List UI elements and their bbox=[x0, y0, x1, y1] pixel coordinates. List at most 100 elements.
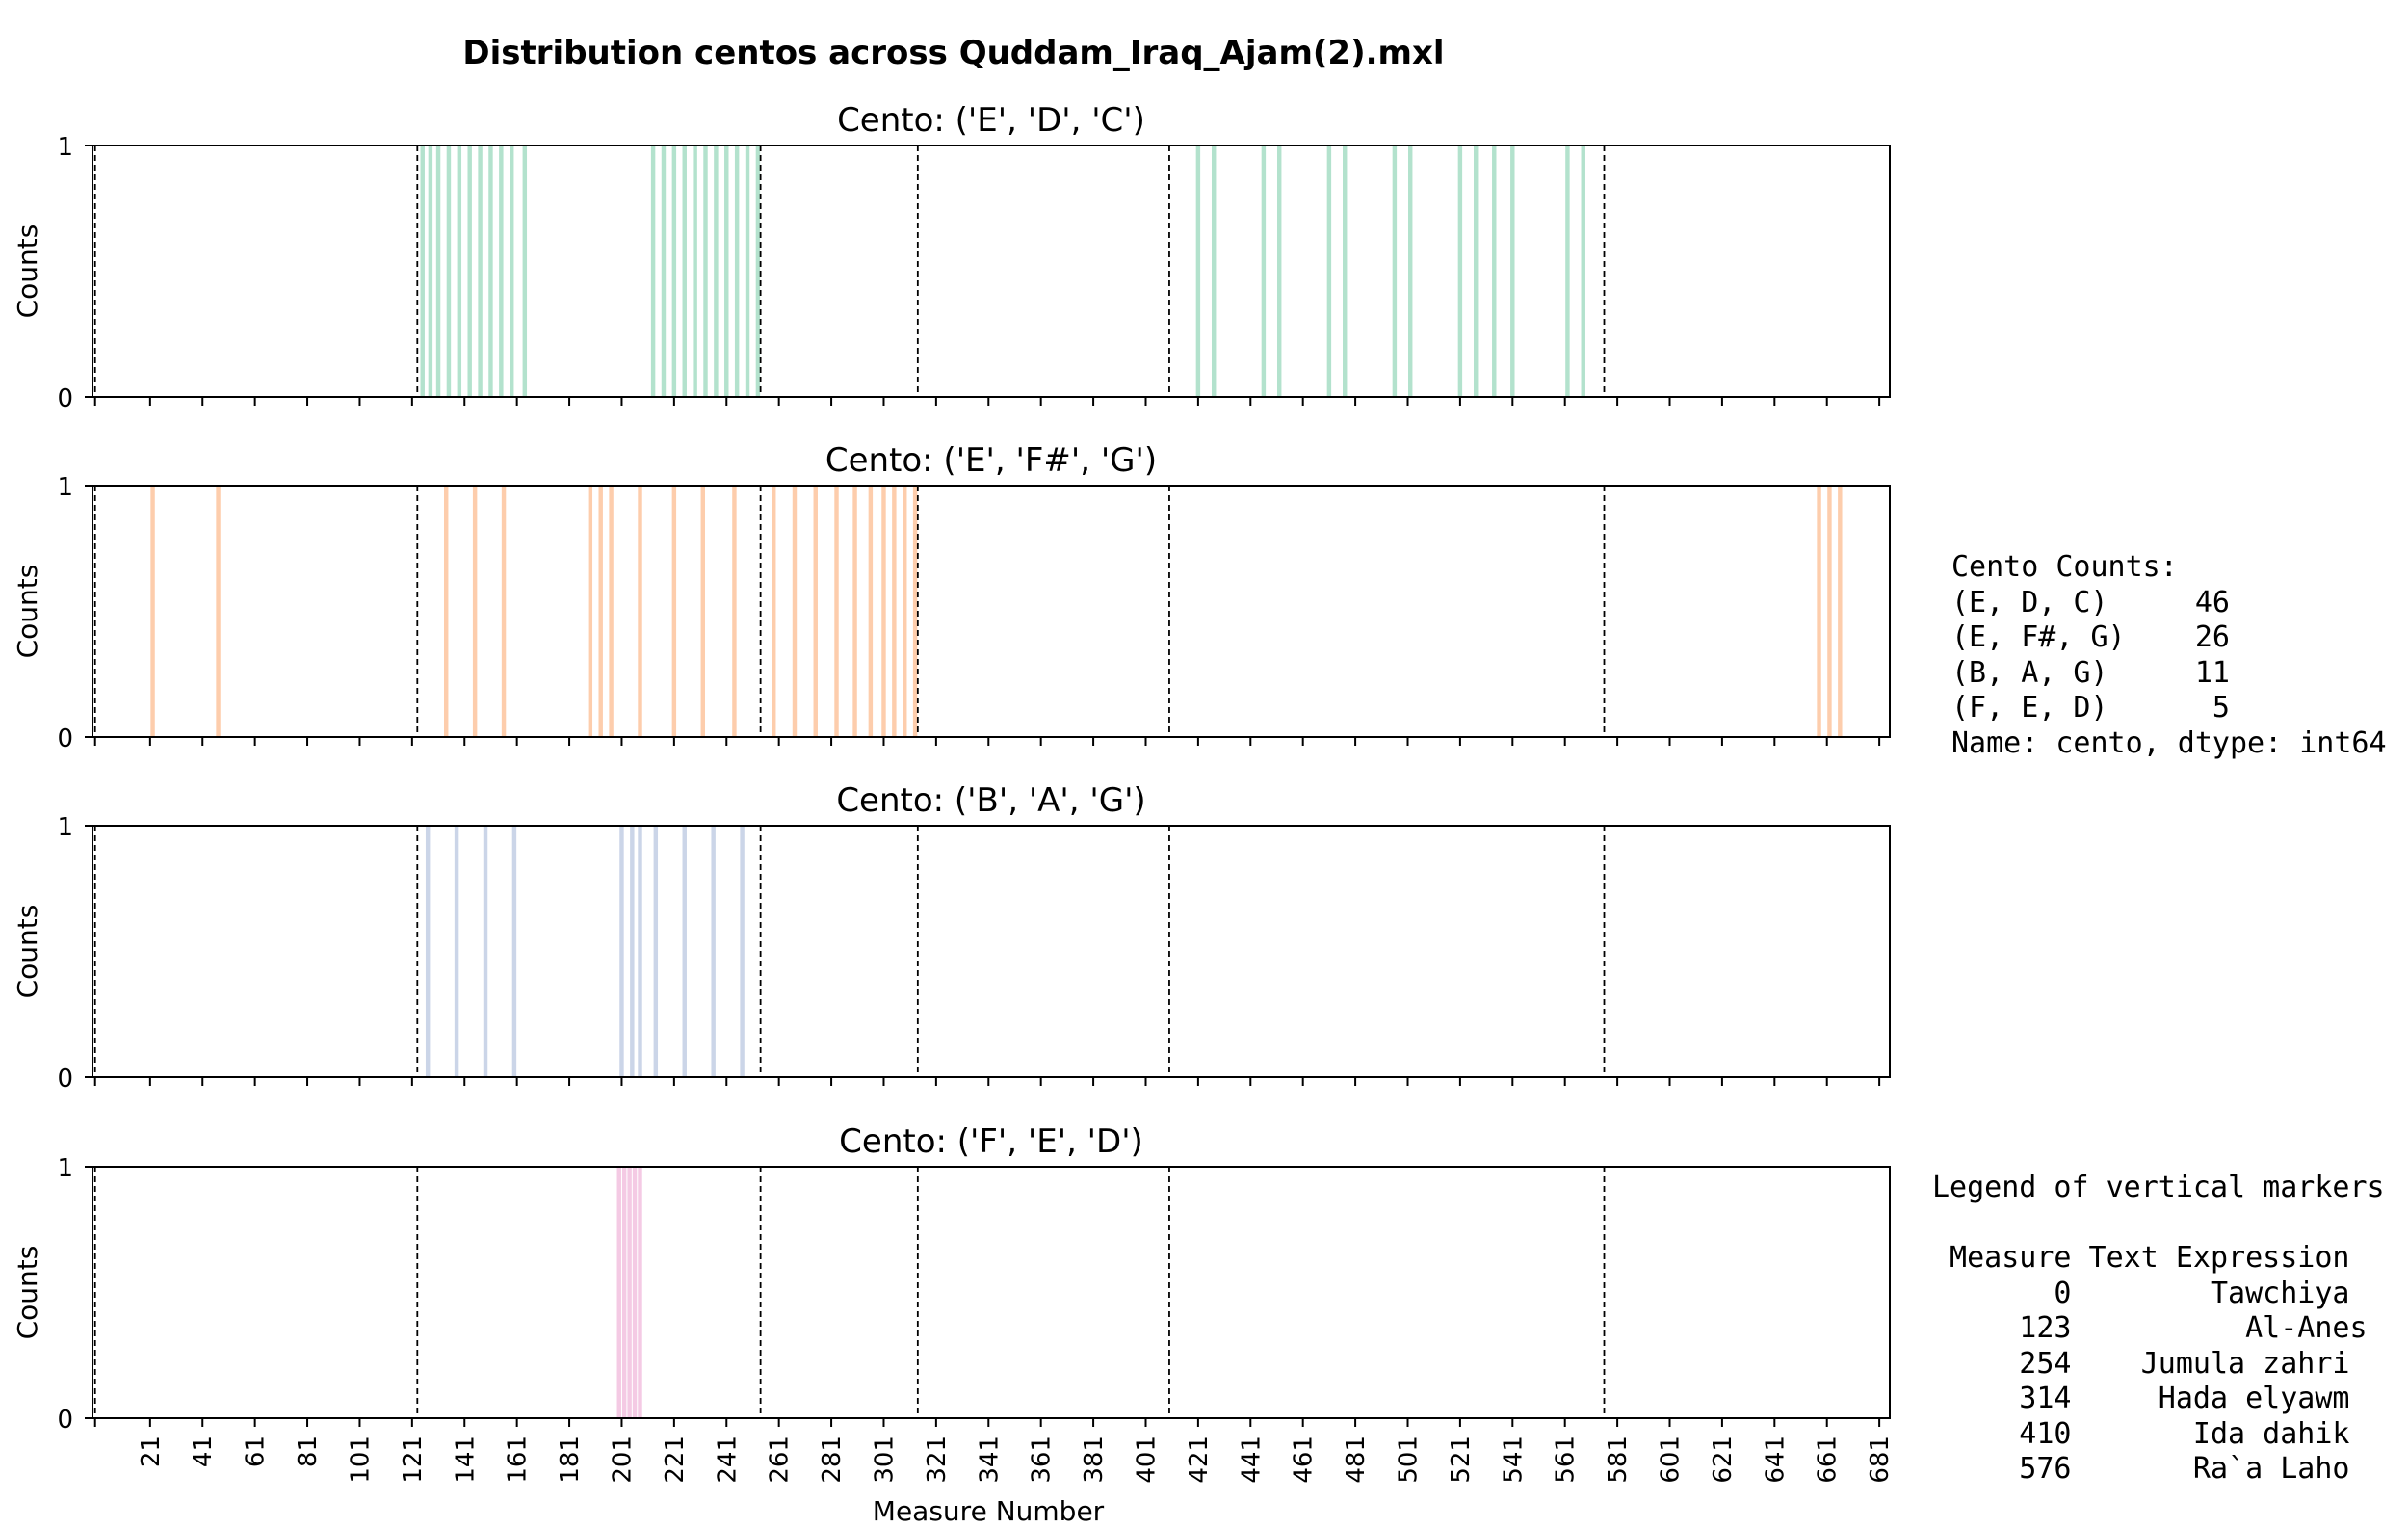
panel-frame bbox=[92, 485, 1891, 738]
bar bbox=[813, 486, 818, 737]
chart-title: Distribution centos across Quddam_Iraq_A… bbox=[462, 34, 1444, 72]
x-tick-label: 361 bbox=[1028, 1436, 1057, 1484]
x-tick-label: 501 bbox=[1394, 1436, 1423, 1484]
bar bbox=[638, 1167, 642, 1418]
bar bbox=[457, 145, 462, 397]
x-tick-label: 321 bbox=[923, 1436, 952, 1484]
bar bbox=[1827, 486, 1832, 737]
legend-line: Measure Text Expression bbox=[1932, 1241, 2350, 1275]
y-tick-label: 1 bbox=[57, 1154, 73, 1183]
y-axis-label: Counts bbox=[12, 224, 43, 319]
bar bbox=[711, 826, 716, 1077]
bar bbox=[903, 486, 907, 737]
x-tick-label: 301 bbox=[870, 1436, 899, 1484]
y-tick-label: 0 bbox=[57, 1065, 73, 1093]
bar bbox=[638, 486, 642, 737]
x-tick-label: 441 bbox=[1237, 1436, 1266, 1484]
x-tick-label: 381 bbox=[1080, 1436, 1109, 1484]
x-tick-label: 561 bbox=[1552, 1436, 1581, 1484]
bar bbox=[1474, 145, 1479, 397]
bar bbox=[1407, 145, 1413, 397]
legend-line: 576 Ra`a Laho bbox=[1932, 1452, 2350, 1486]
bar bbox=[1510, 145, 1515, 397]
legend-line bbox=[1932, 1206, 2385, 1242]
x-tick-label: 41 bbox=[189, 1436, 218, 1467]
x-tick-label: 481 bbox=[1342, 1436, 1371, 1484]
bar bbox=[1457, 145, 1463, 397]
x-tick-label: 341 bbox=[975, 1436, 1004, 1484]
bar bbox=[511, 826, 517, 1077]
legend-line: 314 Hada elyawm bbox=[1932, 1382, 2350, 1415]
bar bbox=[420, 145, 425, 397]
y-tick-label: 1 bbox=[57, 813, 73, 842]
bar bbox=[852, 486, 857, 737]
bar bbox=[682, 826, 687, 1077]
bar bbox=[488, 145, 493, 397]
counts-line: (E, D, C) 46 bbox=[1951, 585, 2230, 619]
counts-line: (B, A, G) 11 bbox=[1951, 655, 2230, 690]
y-tick-label: 0 bbox=[57, 724, 73, 753]
bar bbox=[1211, 145, 1217, 397]
bar bbox=[446, 145, 452, 397]
bar bbox=[834, 486, 839, 737]
bar bbox=[650, 145, 656, 397]
x-tick-label: 221 bbox=[661, 1436, 690, 1484]
counts-line: Name: cento, dtype: int64 bbox=[1951, 725, 2387, 760]
counts-line: Cento Counts: bbox=[1951, 550, 2178, 584]
bar bbox=[443, 486, 449, 737]
bar bbox=[630, 826, 635, 1077]
panel-title: Cento: ('F', 'E', 'D') bbox=[839, 1122, 1143, 1161]
x-tick-label: 621 bbox=[1709, 1436, 1738, 1484]
panel-2: Cento: ('E', 'F#', 'G') 0 1 Counts bbox=[12, 441, 1891, 753]
bar bbox=[724, 145, 729, 397]
bar bbox=[467, 145, 472, 397]
x-tick-label: 81 bbox=[294, 1436, 323, 1467]
bar bbox=[1581, 145, 1585, 397]
legend-line: 410 Ida dahik bbox=[1932, 1416, 2350, 1451]
bar bbox=[621, 1167, 627, 1418]
bar bbox=[472, 486, 478, 737]
bar bbox=[732, 486, 737, 737]
bar bbox=[653, 826, 659, 1077]
bar bbox=[703, 145, 708, 397]
cento-counts-box: Cento Counts: (E, D, C) 46 (E, F#, G) 26 (B… bbox=[1951, 550, 2387, 761]
x-tick-label: 101 bbox=[346, 1436, 375, 1484]
bar bbox=[772, 486, 776, 737]
counts-line: (E, F#, G) 26 bbox=[1951, 620, 2230, 654]
x-tick-label: 141 bbox=[451, 1436, 480, 1484]
bar bbox=[792, 486, 798, 737]
bar bbox=[588, 486, 593, 737]
bar bbox=[522, 145, 528, 397]
y-tick-label: 0 bbox=[57, 384, 73, 413]
x-tick-label: 401 bbox=[1132, 1436, 1161, 1484]
bar bbox=[627, 1167, 632, 1418]
x-tick-label: 241 bbox=[713, 1436, 742, 1484]
bar bbox=[671, 486, 677, 737]
bar bbox=[428, 145, 433, 397]
bar bbox=[1195, 145, 1201, 397]
x-tick-label: 641 bbox=[1761, 1436, 1790, 1484]
bar bbox=[1492, 145, 1497, 397]
bar bbox=[1276, 145, 1282, 397]
bar bbox=[912, 486, 918, 737]
bar bbox=[693, 145, 697, 397]
counts-line: (F, E, D) 5 bbox=[1951, 691, 2230, 724]
x-tick-label: 201 bbox=[608, 1436, 637, 1484]
bar bbox=[216, 486, 221, 737]
bar bbox=[483, 826, 488, 1077]
bar bbox=[609, 486, 614, 737]
y-tick-label: 1 bbox=[57, 473, 73, 502]
panel-title: Cento: ('E', 'D', 'C') bbox=[837, 101, 1145, 140]
bar bbox=[734, 145, 740, 397]
x-tick-label: 521 bbox=[1447, 1436, 1476, 1484]
bar bbox=[714, 145, 719, 397]
legend-line: 254 Jumula zahri bbox=[1932, 1346, 2350, 1381]
panel-frame bbox=[92, 1166, 1891, 1419]
x-tick-label: 461 bbox=[1290, 1436, 1319, 1484]
bar bbox=[150, 486, 155, 737]
x-tick-label: 121 bbox=[399, 1436, 428, 1484]
bar bbox=[478, 145, 483, 397]
bar bbox=[1392, 145, 1398, 397]
bar bbox=[1326, 145, 1332, 397]
